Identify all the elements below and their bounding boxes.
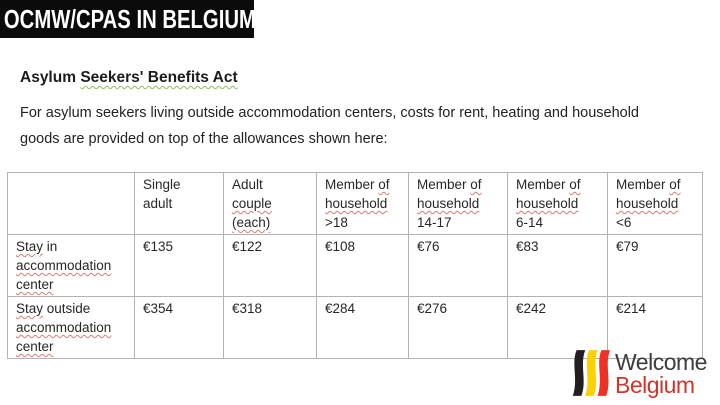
belgium-flag-stripes-icon <box>572 350 610 396</box>
table-header-household-6-14: Member of household 6-14 <box>507 172 608 235</box>
value-cell: €318 <box>223 296 317 359</box>
table-row-stay-in: Stay in accommodation center €135 €122 €10… <box>7 234 703 297</box>
value-cell: €135 <box>134 234 224 297</box>
row-label: Stay outside accommodation center <box>7 296 135 359</box>
row-label: Stay in accommodation center <box>7 234 135 297</box>
logo-text: Welcome Belgium <box>615 348 707 398</box>
table-header-household-over18: Member of household >18 <box>316 172 409 235</box>
logo-belgium-text: Belgium <box>615 371 695 398</box>
banner-title: OCMW/CPAS IN BELGIUM <box>3 3 256 34</box>
benefits-table: Single adult Adult couple (each) Member of h… <box>7 172 703 359</box>
table-header-single-adult: Single adult <box>134 172 224 235</box>
value-cell: €214 <box>607 296 703 359</box>
table-header-household-14-17: Member of household 14-17 <box>408 172 508 235</box>
header-banner: OCMW/CPAS IN BELGIUM <box>0 0 256 38</box>
table-header-row: Single adult Adult couple (each) Member of h… <box>7 172 703 235</box>
value-cell: €108 <box>316 234 409 297</box>
value-cell: €354 <box>134 296 224 359</box>
table-header-household-under6: Member of household <6 <box>607 172 703 235</box>
value-cell: €83 <box>507 234 608 297</box>
welcome-belgium-logo: Welcome Belgium <box>569 349 707 397</box>
logo-welcome-text: Welcome <box>615 348 707 375</box>
intro-text: For asylum seekers living outside accomm… <box>20 105 639 147</box>
value-cell: €122 <box>223 234 317 297</box>
table-header-adult-couple: Adult couple (each) <box>223 172 317 235</box>
table-row-stay-outside: Stay outside accommodation center €354 €31… <box>7 296 703 359</box>
table-header-empty <box>7 172 135 235</box>
value-cell: €276 <box>408 296 508 359</box>
value-cell: €284 <box>316 296 409 359</box>
value-cell: €76 <box>408 234 508 297</box>
value-cell: €242 <box>507 296 608 359</box>
value-cell: €79 <box>607 234 703 297</box>
page-title: Asylum Seekers' Benefits Act <box>20 69 238 86</box>
